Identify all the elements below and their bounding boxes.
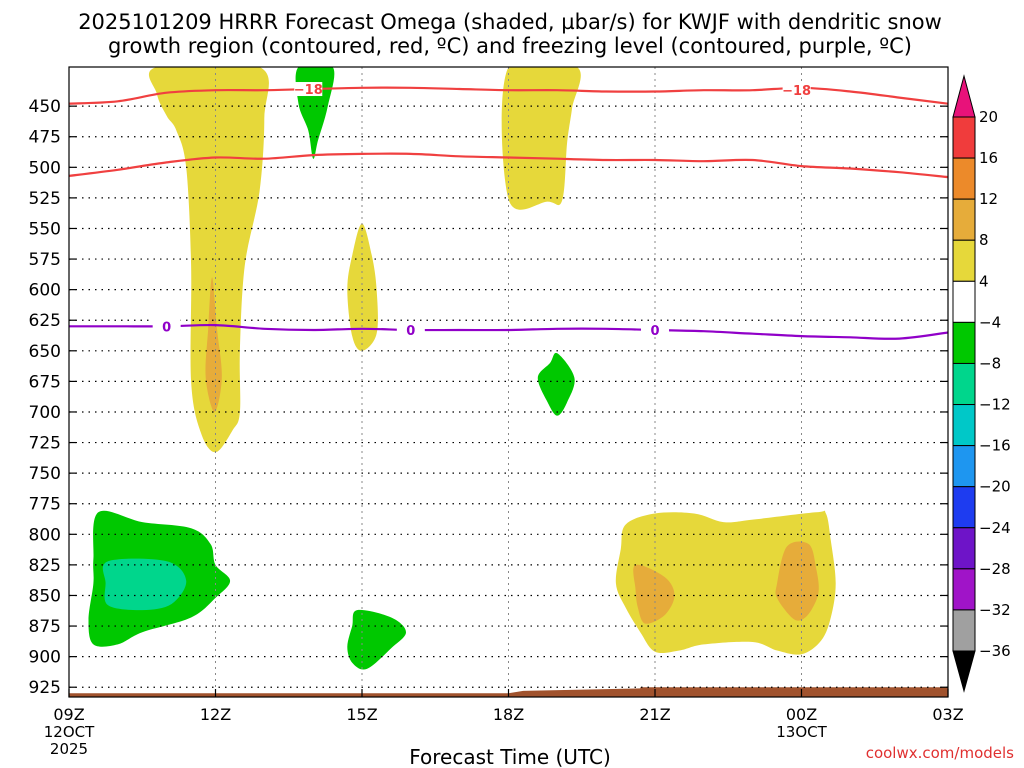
- colorbar-bin--28--24: [952, 527, 976, 570]
- green-drop-14z: [295, 67, 335, 159]
- freezing-level-label-bg-0: [152, 319, 181, 334]
- colorbar-label-0: 20: [979, 108, 998, 126]
- orange-core-12z: [205, 277, 222, 412]
- orange-core-2030z: [633, 564, 675, 624]
- green-blob-15z: [347, 609, 406, 670]
- y-tick-label-550: 550: [29, 219, 61, 239]
- y-tick-label-750: 750: [29, 464, 61, 484]
- colorbar-label-13: −36: [979, 642, 1011, 660]
- axes: 450 475 500 525 550 575 600 625 650 675 700 725 750 7…: [29, 66, 964, 758]
- freezing-level-label-bg-2: [641, 323, 669, 338]
- colorbar-label-7: −12: [979, 396, 1011, 414]
- colorbar-bin--20--16: [952, 445, 976, 488]
- freezing-level-line: [69, 323, 948, 340]
- colorbar-bin--4-4: [952, 280, 976, 323]
- dgz-top-label-0: −18: [294, 83, 323, 98]
- x-tick-label-12Z: 12Z: [200, 705, 231, 724]
- chart-title-line1: 2025101209 HRRR Forecast Omega (shaded, …: [78, 10, 942, 34]
- yellow-column-12z: [148, 67, 269, 453]
- dgz-top-label-bg-0: [294, 82, 323, 97]
- x-tick-label-00Z: 00Z: [786, 705, 817, 724]
- y-tick-label-475: 475: [29, 128, 61, 148]
- dgz-top-label-bg-1: [782, 83, 811, 98]
- x-tick-label-09Z: 09Z: [53, 705, 84, 724]
- colorbar-bin--12--8: [952, 362, 976, 406]
- x-tick-label-18Z: 18Z: [493, 705, 524, 724]
- y-tick-label-825: 825: [29, 556, 61, 576]
- y-tick-label-800: 800: [29, 525, 61, 545]
- colorbar-bin--32--28: [952, 568, 976, 611]
- x-tick-date-13OCT: 13OCT: [776, 723, 827, 741]
- chart-title-line2: growth region (contoured, red, ºC) and f…: [108, 34, 912, 58]
- colorbar-label-2: 12: [979, 190, 998, 208]
- y-tick-label-775: 775: [29, 495, 61, 515]
- y-tick-label-525: 525: [29, 189, 61, 209]
- colorbar: 20 16 12 8 4 −4 −8 −12 −16 −20 −24 −28 −32 −36: [952, 74, 1011, 693]
- colorbar-label-6: −8: [979, 354, 1001, 372]
- y-tick-label-500: 500: [29, 158, 61, 178]
- colorbar-bin-4-8: [952, 239, 976, 282]
- y-tick-label-850: 850: [29, 586, 61, 606]
- y-tick-label-600: 600: [29, 281, 61, 301]
- freezing-level-label-2: 0: [650, 324, 659, 339]
- y-tick-label-575: 575: [29, 250, 61, 270]
- y-tick-label-700: 700: [29, 403, 61, 423]
- colorbar-bin--8--4: [952, 321, 976, 364]
- yellow-sliver-15z: [347, 223, 378, 351]
- x-tick-year-2025: 2025: [50, 740, 88, 758]
- colorbar-label-12: −32: [979, 601, 1011, 619]
- colorbar-bin-8-12: [952, 198, 976, 241]
- x-tick-date-12OCT: 12OCT: [44, 723, 95, 741]
- surface-terrain: [69, 687, 948, 697]
- colorbar-label-8: −16: [979, 437, 1011, 455]
- y-tick-label-925: 925: [29, 678, 61, 698]
- colorbar-bin-12-16: [952, 157, 976, 200]
- dgz-bottom-line: [69, 152, 948, 179]
- colorbar-label-5: −4: [979, 313, 1001, 331]
- y-tick-label-450: 450: [29, 97, 61, 117]
- colorbar-label-9: −20: [979, 478, 1011, 496]
- y-tick-label-625: 625: [29, 311, 61, 331]
- yellow-column-18z: [501, 67, 581, 210]
- green-blob-19z: [537, 352, 575, 416]
- colorbar-label-1: 16: [979, 149, 998, 167]
- colorbar-label-11: −28: [979, 560, 1011, 578]
- colorbar-bin--36--32: [952, 609, 976, 652]
- colorbar-bin-16-20: [952, 116, 976, 159]
- freezing-level-label-0: 0: [162, 320, 171, 335]
- colorbar-bin--16--12: [952, 404, 976, 447]
- colorbar-label-4: 4: [979, 272, 989, 290]
- orange-core-0030z: [775, 541, 819, 621]
- y-tick-label-900: 900: [29, 648, 61, 668]
- y-tick-label-875: 875: [29, 617, 61, 637]
- freezing-level-label-1: 0: [406, 324, 415, 339]
- x-tick-label-03Z: 03Z: [932, 705, 963, 724]
- y-tick-label-725: 725: [29, 434, 61, 454]
- freezing-level-label-bg-1: [396, 323, 425, 338]
- plot-content: −18 −18 0 0 0: [69, 67, 948, 697]
- teal-core-10z: [102, 558, 187, 611]
- y-tick-label-675: 675: [29, 372, 61, 392]
- dgz-top-label-1: −18: [782, 84, 811, 99]
- x-tick-label-15Z: 15Z: [346, 705, 377, 724]
- yellow-blob-21z-00z: [615, 510, 836, 655]
- credit-text: coolwx.com/models: [866, 744, 1014, 762]
- colorbar-bin--24--20: [952, 486, 976, 529]
- colorbar-top-arrow: [952, 74, 976, 118]
- y-tick-label-650: 650: [29, 342, 61, 362]
- colorbar-bottom-arrow: [952, 650, 976, 693]
- x-axis-title: Forecast Time (UTC): [409, 745, 611, 768]
- colorbar-label-3: 8: [979, 231, 989, 249]
- x-tick-label-21Z: 21Z: [639, 705, 670, 724]
- plot-area: −18 −18 0 0 0: [69, 67, 948, 697]
- colorbar-label-10: −24: [979, 519, 1011, 537]
